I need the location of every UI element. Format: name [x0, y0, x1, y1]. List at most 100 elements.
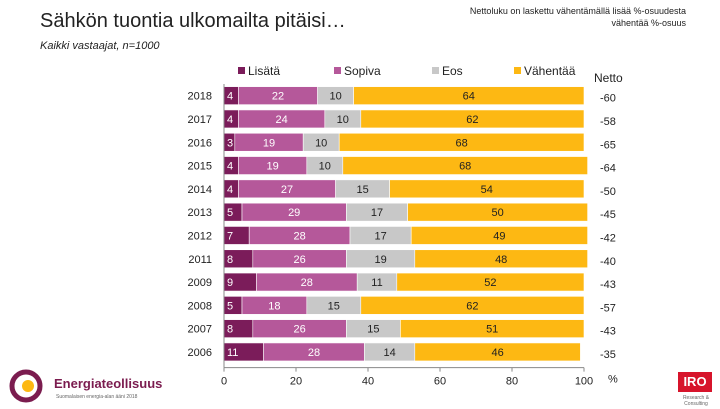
- bar-value-label: 26: [293, 254, 305, 266]
- bar-value-label: 28: [293, 230, 305, 242]
- bar-value-label: 10: [315, 137, 327, 149]
- bar-value-label: 7: [227, 230, 233, 242]
- year-label: 2014: [188, 184, 212, 196]
- logo-right-name: IRO: [678, 372, 712, 392]
- year-label: 2006: [188, 347, 212, 359]
- legend-swatch: [238, 67, 245, 74]
- x-tick-label: 60: [434, 376, 446, 388]
- x-tick-label: 40: [362, 376, 374, 388]
- year-label: 2017: [188, 114, 212, 126]
- netto-value: -57: [600, 302, 616, 314]
- bar-value-label: 29: [288, 207, 300, 219]
- bar-value-label: 15: [328, 300, 340, 312]
- bar-value-label: 4: [227, 91, 233, 103]
- bar-value-label: 50: [491, 207, 503, 219]
- bar-value-label: 4: [227, 184, 233, 196]
- energiateollisuus-logo: Energiateollisuus Suomalaisen energia-al…: [6, 368, 206, 405]
- netto-value: -43: [600, 326, 616, 338]
- year-label: 2015: [188, 161, 212, 173]
- year-label: 2008: [188, 300, 212, 312]
- netto-value: -45: [600, 209, 616, 221]
- year-label: 2013: [188, 207, 212, 219]
- logo-right-tagline: Research & Consulting: [682, 395, 710, 407]
- year-label: 2011: [188, 254, 212, 266]
- netto-value: -65: [600, 139, 616, 151]
- bar-segment: [389, 179, 585, 199]
- bar-value-label: 18: [268, 300, 280, 312]
- bar-segment: [410, 226, 588, 245]
- bar-value-label: 48: [495, 254, 507, 266]
- x-unit-label: %: [608, 374, 618, 386]
- bar-value-label: 26: [293, 324, 305, 336]
- x-tick-label: 100: [575, 376, 593, 388]
- legend-label: Eos: [442, 64, 463, 78]
- chart-title: Sähkön tuontia ulkomailta pitäisi…: [40, 10, 346, 32]
- bar-value-label: 28: [308, 347, 320, 359]
- bar-value-label: 68: [455, 137, 467, 149]
- bar-value-label: 10: [329, 91, 341, 103]
- logo-left-tagline: Suomalaisen energia-alan ääni 2018: [56, 394, 138, 400]
- bar-value-label: 27: [281, 184, 293, 196]
- bar-value-label: 19: [374, 254, 386, 266]
- bar-value-label: 9: [227, 277, 233, 289]
- bar-value-label: 68: [459, 161, 471, 173]
- bar-value-label: 24: [275, 114, 287, 126]
- year-label: 2007: [188, 324, 212, 336]
- bar-segment: [414, 249, 588, 269]
- bar-segment: [360, 109, 585, 129]
- swirl-logo-icon: [9, 369, 43, 403]
- chart-subtitle: Kaikki vastaajat, n=1000: [40, 40, 160, 52]
- bar-value-label: 28: [301, 277, 313, 289]
- bar-segment: [414, 342, 581, 362]
- bar-value-label: 62: [466, 300, 478, 312]
- bar-value-label: 5: [227, 207, 233, 219]
- iro-logo: IRO Research & Consulting: [670, 368, 720, 407]
- bar-segment: [400, 319, 585, 338]
- netto-header: Netto: [594, 71, 623, 85]
- bar-value-label: 22: [272, 91, 284, 103]
- bar-value-label: 17: [374, 230, 386, 242]
- bar-value-label: 8: [227, 254, 233, 266]
- bar-value-label: 8: [227, 324, 233, 336]
- bar-value-label: 17: [371, 207, 383, 219]
- legend-swatch: [334, 67, 341, 74]
- bar-value-label: 49: [493, 230, 505, 242]
- x-tick-label: 20: [290, 376, 302, 388]
- bar-segment: [353, 86, 585, 105]
- bar-value-label: 11: [227, 347, 238, 359]
- legend-label: Sopiva: [344, 64, 381, 78]
- x-tick-label: 80: [506, 376, 518, 388]
- bar-value-label: 64: [463, 91, 475, 103]
- bar-value-label: 15: [356, 184, 368, 196]
- year-label: 2012: [188, 230, 212, 242]
- bar-value-label: 10: [337, 114, 349, 126]
- bar-segment: [407, 202, 588, 222]
- netto-value: -60: [600, 93, 616, 105]
- bar-value-label: 46: [491, 347, 503, 359]
- netto-note: Nettoluku on laskettu vähentämällä lisää…: [469, 6, 686, 28]
- bar-value-label: 3: [227, 137, 233, 149]
- bar-value-label: 54: [481, 184, 493, 196]
- bar-value-label: 4: [227, 114, 233, 126]
- year-label: 2016: [188, 137, 212, 149]
- netto-value: -35: [600, 349, 616, 361]
- logo-left-name: Energiateollisuus: [54, 376, 163, 391]
- legend-swatch: [432, 67, 439, 74]
- bar-segment: [396, 272, 585, 292]
- bar-value-label: 19: [266, 161, 278, 173]
- year-label: 2009: [188, 277, 212, 289]
- x-tick-label: 0: [221, 376, 227, 388]
- year-label: 2018: [188, 91, 212, 103]
- bar-value-label: 15: [367, 324, 379, 336]
- bar-value-label: 4: [227, 161, 233, 173]
- bar-value-label: 14: [383, 347, 395, 359]
- bar-segment: [338, 132, 585, 152]
- bar-value-label: 10: [319, 161, 331, 173]
- netto-value: -40: [600, 256, 616, 268]
- bar-value-label: 62: [466, 114, 478, 126]
- legend-label: Lisätä: [248, 64, 280, 78]
- bar-value-label: 11: [371, 277, 382, 289]
- bar-value-label: 52: [484, 277, 496, 289]
- bar-segment: [360, 296, 585, 315]
